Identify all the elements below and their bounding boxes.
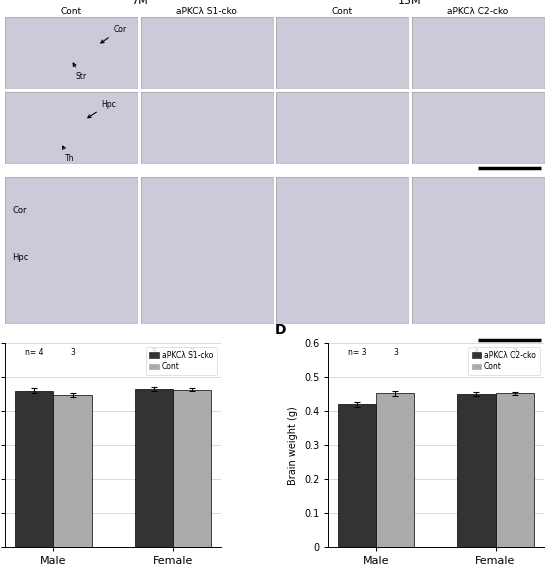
Text: 7M: 7M: [131, 0, 147, 6]
Text: Hpc: Hpc: [88, 100, 116, 118]
Text: 2: 2: [189, 348, 194, 357]
Text: 15M: 15M: [398, 0, 422, 6]
Bar: [338, 404, 376, 547]
Legend: aPKCλ S1-cko, Cont: aPKCλ S1-cko, Cont: [145, 347, 217, 375]
Bar: [376, 394, 414, 547]
Bar: [457, 394, 496, 547]
Title: aPKCλ S1-cko: aPKCλ S1-cko: [176, 7, 237, 16]
Bar: [15, 391, 53, 547]
Text: Th: Th: [63, 146, 74, 163]
Bar: [496, 394, 534, 547]
Bar: [173, 390, 211, 547]
Y-axis label: Brain weight (g): Brain weight (g): [288, 406, 298, 484]
Text: Hpc: Hpc: [12, 253, 29, 262]
Text: 3: 3: [70, 348, 75, 357]
Bar: [53, 395, 92, 547]
Bar: [135, 389, 173, 547]
Text: n= 3: n= 3: [348, 348, 366, 357]
Legend: aPKCλ C2-cko, Cont: aPKCλ C2-cko, Cont: [468, 347, 540, 375]
Text: Cor: Cor: [12, 206, 26, 215]
Text: Str: Str: [73, 63, 86, 81]
Text: Cor: Cor: [101, 25, 126, 43]
Title: Cont: Cont: [332, 7, 353, 16]
Text: 2: 2: [512, 348, 517, 357]
Text: 5: 5: [151, 348, 156, 357]
Text: n= 4: n= 4: [25, 348, 43, 357]
Text: 3: 3: [393, 348, 398, 357]
Text: D: D: [274, 323, 286, 337]
Title: aPKCλ C2-cko: aPKCλ C2-cko: [447, 7, 508, 16]
Title: Cont: Cont: [61, 7, 82, 16]
Text: 4: 4: [474, 348, 479, 357]
